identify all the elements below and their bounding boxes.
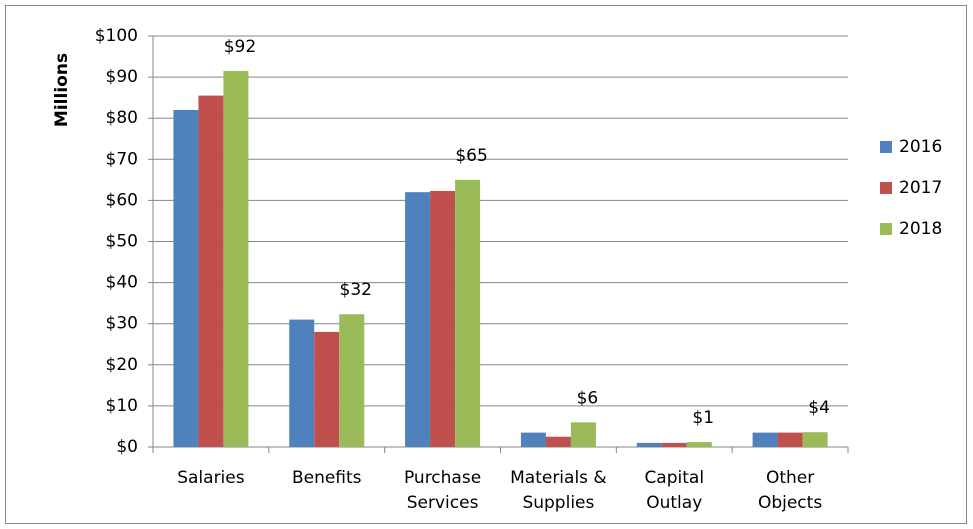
y-tick-label: $100 — [95, 26, 138, 46]
y-tick-label: $50 — [106, 232, 138, 252]
y-tick-label: $40 — [106, 273, 138, 293]
bar — [636, 442, 662, 447]
x-tick-label: Purchase Services — [404, 468, 481, 513]
legend-swatch — [880, 141, 892, 153]
bar — [430, 190, 456, 447]
x-tick-label-line: Salaries — [177, 468, 245, 488]
y-tick-label: $20 — [106, 355, 138, 375]
x-tick-label: Materials & Supplies — [510, 468, 607, 513]
x-tick-label-line: Supplies — [522, 493, 594, 513]
x-tick-label-line: Outlay — [646, 493, 702, 513]
bar — [223, 70, 249, 447]
y-axis-label: Millions — [52, 53, 72, 127]
x-tick-label-line: Purchase — [404, 468, 481, 488]
legend-label: 2017 — [899, 178, 942, 198]
x-tick-label-line: Materials & — [510, 468, 607, 488]
x-tick-label-line: Other — [766, 468, 814, 488]
bar — [405, 192, 431, 447]
x-tick-label: Benefits — [292, 468, 362, 488]
x-tick-label-line: Objects — [758, 493, 822, 513]
y-tick-label: $80 — [106, 108, 138, 128]
bar — [173, 109, 199, 447]
y-tick-label: $90 — [106, 67, 138, 87]
data-label: $4 — [808, 398, 830, 418]
data-label: $6 — [577, 388, 599, 408]
bar — [570, 422, 596, 447]
y-tick-label: $10 — [106, 396, 138, 416]
data-label: $92 — [224, 37, 256, 57]
bar — [339, 314, 365, 447]
bar — [455, 179, 481, 447]
x-tick-label: Salaries — [177, 468, 245, 488]
legend-swatch — [880, 223, 892, 235]
x-tick-label: Other Objects — [758, 468, 822, 513]
bar — [289, 319, 315, 447]
data-label: $1 — [692, 408, 714, 428]
bar — [314, 331, 340, 447]
bar — [545, 436, 571, 447]
data-label: $65 — [455, 146, 487, 166]
legend-label: 2016 — [899, 137, 942, 157]
bar — [802, 432, 828, 447]
y-tick-label: $0 — [116, 437, 138, 457]
y-tick-label: $30 — [106, 314, 138, 334]
y-tick-label: $60 — [106, 190, 138, 210]
x-tick-label-line: Services — [407, 493, 479, 513]
data-label: $32 — [340, 280, 372, 300]
bar — [520, 432, 546, 447]
bar — [686, 442, 712, 447]
legend-swatch — [880, 182, 892, 194]
x-tick-label-line: Capital — [644, 468, 704, 488]
bar — [752, 432, 778, 447]
bar — [661, 442, 687, 447]
bar — [198, 95, 224, 447]
legend-label: 2018 — [899, 219, 942, 239]
x-tick-label: Capital Outlay — [644, 468, 704, 513]
bar — [777, 432, 803, 447]
x-tick-label-line: Benefits — [292, 468, 362, 488]
y-tick-label: $70 — [106, 149, 138, 169]
